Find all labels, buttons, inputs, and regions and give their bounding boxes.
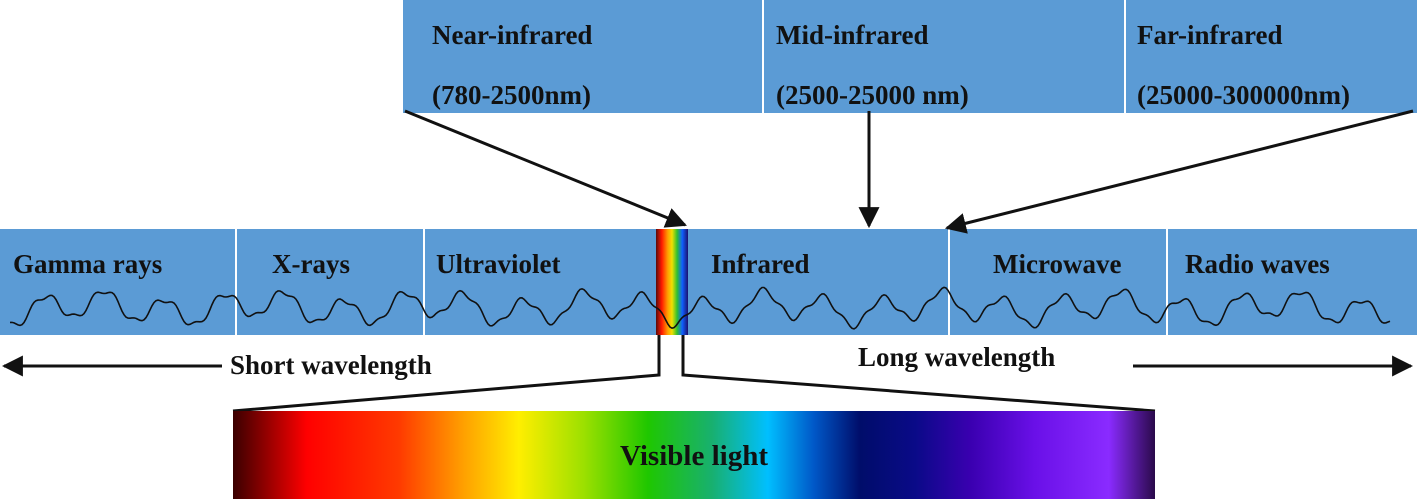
band-divider xyxy=(762,0,764,113)
region-infrared: Infrared xyxy=(711,249,810,279)
zoom-line-right xyxy=(681,335,1156,413)
zoom-line-left xyxy=(232,335,661,413)
band-divider xyxy=(1124,0,1126,113)
far-infrared-arrow xyxy=(944,109,1414,234)
visible-light-bar: Visible light xyxy=(233,411,1155,499)
near-infrared-cell: Near-infrared (780-2500nm) xyxy=(403,0,762,113)
region-divider xyxy=(948,229,950,335)
near-infrared-range: (780-2500nm) xyxy=(432,80,591,110)
electromagnetic-wave xyxy=(10,286,1391,330)
mid-infrared-range: (2500-25000 nm) xyxy=(776,80,969,110)
region-radio-waves: Radio waves xyxy=(1185,249,1330,279)
mid-infrared-cell: Mid-infrared (2500-25000 nm) xyxy=(764,0,1124,113)
near-infrared-name: Near-infrared xyxy=(432,20,593,50)
region-divider xyxy=(1166,229,1168,335)
short-wavelength-label: Short wavelength xyxy=(230,350,432,380)
infrared-bands-box: Near-infrared (780-2500nm) Mid-infrared … xyxy=(403,0,1417,113)
region-ultraviolet: Ultraviolet xyxy=(436,249,561,279)
visible-light-label: Visible light xyxy=(620,440,768,472)
long-wavelength-label: Long wavelength xyxy=(858,342,1056,372)
region-microwave: Microwave xyxy=(993,249,1122,279)
far-infrared-cell: Far-infrared (25000-300000nm) xyxy=(1126,0,1417,113)
region-divider xyxy=(423,229,425,335)
far-infrared-name: Far-infrared xyxy=(1137,20,1283,50)
spectrum-box: Gamma rays X-rays Ultraviolet Infrared M… xyxy=(0,229,1417,335)
region-x-rays: X-rays xyxy=(272,249,350,279)
region-gamma-rays: Gamma rays xyxy=(13,249,163,279)
mid-infrared-name: Mid-infrared xyxy=(776,20,929,50)
far-infrared-range: (25000-300000nm) xyxy=(1137,80,1350,110)
near-infrared-arrow xyxy=(404,109,687,228)
region-divider xyxy=(235,229,237,335)
